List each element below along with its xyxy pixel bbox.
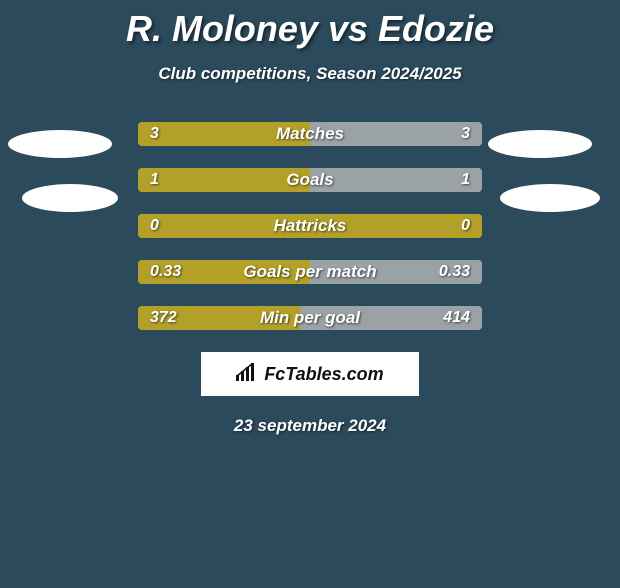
stat-label: Min per goal: [0, 306, 620, 330]
stat-row: 0.330.33Goals per match: [0, 260, 620, 284]
decorative-ellipse: [22, 184, 118, 212]
brand-text: FcTables.com: [264, 364, 383, 385]
decorative-ellipse: [488, 130, 592, 158]
decorative-ellipse: [8, 130, 112, 158]
stat-label: Hattricks: [0, 214, 620, 238]
chart-icon: [236, 363, 258, 386]
stat-row: 00Hattricks: [0, 214, 620, 238]
decorative-ellipse: [500, 184, 600, 212]
stat-row: 372414Min per goal: [0, 306, 620, 330]
subtitle: Club competitions, Season 2024/2025: [0, 64, 620, 84]
brand-box: FcTables.com: [201, 352, 419, 396]
date-text: 23 september 2024: [0, 416, 620, 436]
stat-label: Goals per match: [0, 260, 620, 284]
page-title: R. Moloney vs Edozie: [0, 8, 620, 50]
